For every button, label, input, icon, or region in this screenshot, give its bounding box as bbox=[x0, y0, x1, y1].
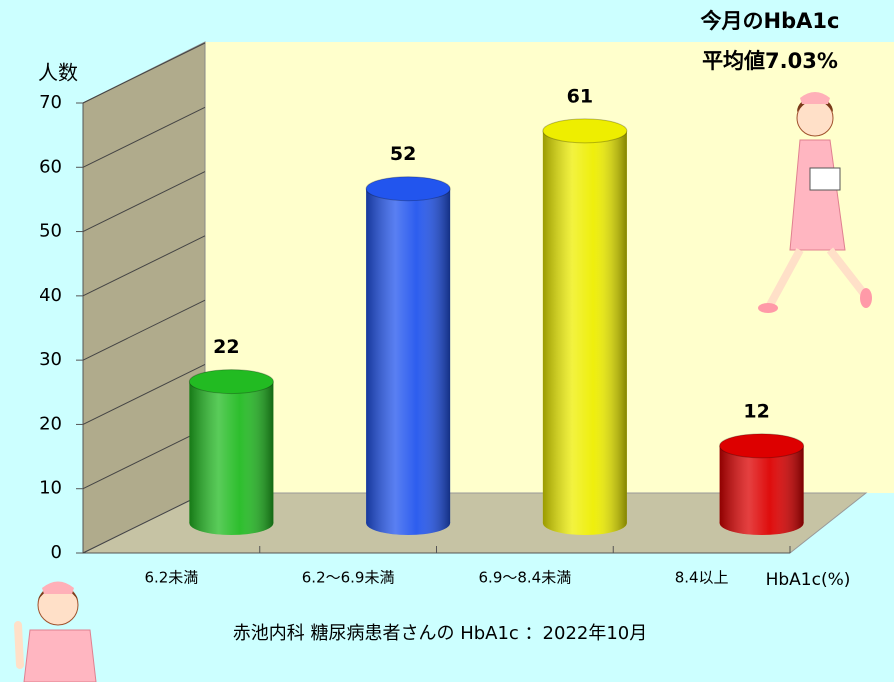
grid-line bbox=[82, 428, 206, 490]
annotation: 今月のHbA1c bbox=[701, 9, 840, 33]
bar-shading bbox=[542, 130, 627, 523]
bar-shading bbox=[366, 523, 451, 535]
y-tick-label: 40 bbox=[39, 285, 62, 306]
annotation: 平均値7.03% bbox=[702, 49, 838, 73]
y-tick-label: 70 bbox=[39, 92, 62, 113]
x-tick-label: 6.2未満 bbox=[144, 569, 198, 587]
nurse-illustration bbox=[758, 92, 872, 313]
bar-top bbox=[188, 369, 274, 395]
data-label: 52 bbox=[390, 143, 416, 165]
x-tick-label: 6.9〜8.4未満 bbox=[479, 569, 572, 587]
bar-shading bbox=[719, 445, 804, 523]
bar-top bbox=[719, 433, 805, 459]
grid-line bbox=[82, 106, 206, 168]
data-label: 12 bbox=[743, 400, 769, 422]
grid-line bbox=[82, 42, 206, 104]
data-label: 61 bbox=[567, 85, 593, 107]
y-tick-label: 20 bbox=[39, 413, 62, 434]
grid-line bbox=[82, 492, 206, 554]
data-label: 22 bbox=[213, 336, 239, 358]
x-tick-label: 8.4以上 bbox=[675, 569, 729, 587]
bar-shading bbox=[542, 523, 627, 535]
bar-shading bbox=[189, 381, 274, 523]
x-axis-label: HbA1c(%) bbox=[766, 570, 851, 590]
y-tick-label: 60 bbox=[39, 156, 62, 177]
y-axis-label: 人数 bbox=[38, 61, 78, 85]
bar-shading bbox=[719, 523, 804, 535]
y-tick-label: 10 bbox=[39, 478, 62, 499]
grid-line bbox=[82, 171, 206, 233]
bar-top bbox=[542, 118, 628, 144]
grid-line bbox=[82, 235, 206, 297]
bar-shading bbox=[189, 523, 274, 535]
y-tick-label: 0 bbox=[51, 542, 62, 563]
x-tick-label: 6.2〜6.9未満 bbox=[302, 569, 395, 587]
grid-line bbox=[82, 363, 206, 425]
bar-shading bbox=[366, 188, 451, 523]
y-tick-label: 30 bbox=[39, 349, 62, 370]
caption: 赤池内科 糖尿病患者さんの HbA1c ：2022年10月 bbox=[233, 623, 648, 644]
y-tick-label: 50 bbox=[39, 221, 62, 242]
nurse-illustration bbox=[14, 581, 97, 682]
grid-line bbox=[82, 299, 206, 361]
bar-top bbox=[365, 176, 451, 202]
side-wall bbox=[82, 41, 206, 554]
